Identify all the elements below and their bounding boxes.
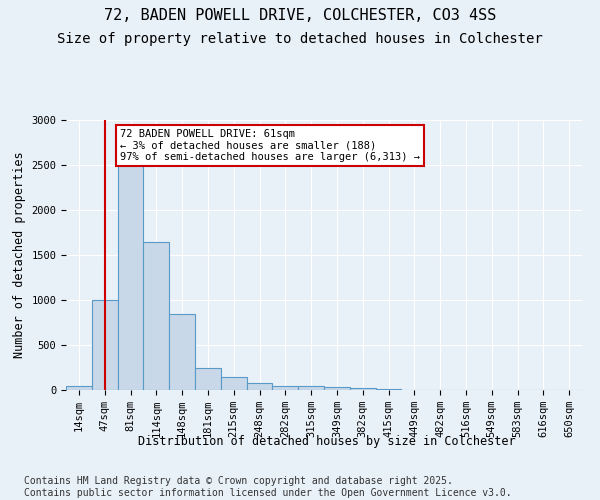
Text: 72, BADEN POWELL DRIVE, COLCHESTER, CO3 4SS: 72, BADEN POWELL DRIVE, COLCHESTER, CO3 …	[104, 8, 496, 22]
Bar	[221, 376, 247, 390]
Bar	[195, 368, 221, 390]
Bar	[298, 386, 324, 390]
Bar	[324, 388, 350, 390]
Bar	[143, 242, 169, 390]
Bar	[118, 165, 143, 390]
Y-axis label: Number of detached properties: Number of detached properties	[13, 152, 26, 358]
Bar	[247, 383, 272, 390]
Text: Distribution of detached houses by size in Colchester: Distribution of detached houses by size …	[138, 435, 516, 448]
Bar	[376, 389, 401, 390]
Bar	[272, 386, 298, 390]
Bar	[66, 386, 92, 390]
Text: 72 BADEN POWELL DRIVE: 61sqm
← 3% of detached houses are smaller (188)
97% of se: 72 BADEN POWELL DRIVE: 61sqm ← 3% of det…	[120, 129, 420, 162]
Text: Size of property relative to detached houses in Colchester: Size of property relative to detached ho…	[57, 32, 543, 46]
Bar	[169, 314, 195, 390]
Text: Contains HM Land Registry data © Crown copyright and database right 2025.
Contai: Contains HM Land Registry data © Crown c…	[24, 476, 512, 498]
Bar	[92, 300, 118, 390]
Bar	[350, 388, 376, 390]
